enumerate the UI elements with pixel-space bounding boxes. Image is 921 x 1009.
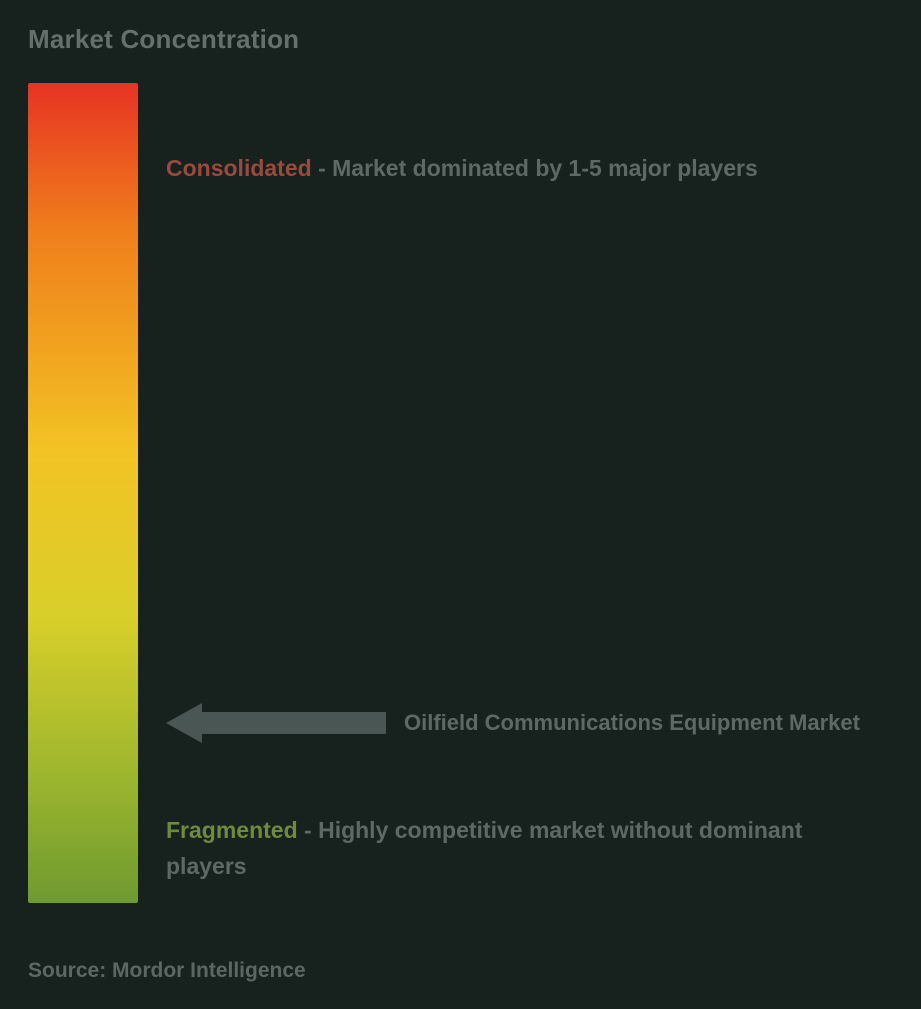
consolidated-description: - Market dominated by 1-5 major players bbox=[318, 155, 758, 181]
source-attribution: Source: Mordor Intelligence bbox=[28, 959, 306, 983]
labels-column: Consolidated - Market dominated by 1-5 m… bbox=[138, 83, 893, 903]
page-title: Market Concentration bbox=[28, 24, 893, 55]
fragmented-keyword: Fragmented bbox=[166, 817, 298, 843]
consolidated-entry: Consolidated - Market dominated by 1-5 m… bbox=[166, 151, 883, 187]
consolidated-keyword: Consolidated bbox=[166, 155, 312, 181]
arrow-left-icon bbox=[166, 703, 386, 743]
market-position-arrow-row: Oilfield Communications Equipment Market bbox=[166, 703, 883, 743]
market-name-label: Oilfield Communications Equipment Market bbox=[404, 707, 860, 739]
fragmented-entry: Fragmented - Highly competitive market w… bbox=[166, 813, 883, 884]
concentration-gradient-bar bbox=[28, 83, 138, 903]
diagram-content: Consolidated - Market dominated by 1-5 m… bbox=[28, 83, 893, 903]
